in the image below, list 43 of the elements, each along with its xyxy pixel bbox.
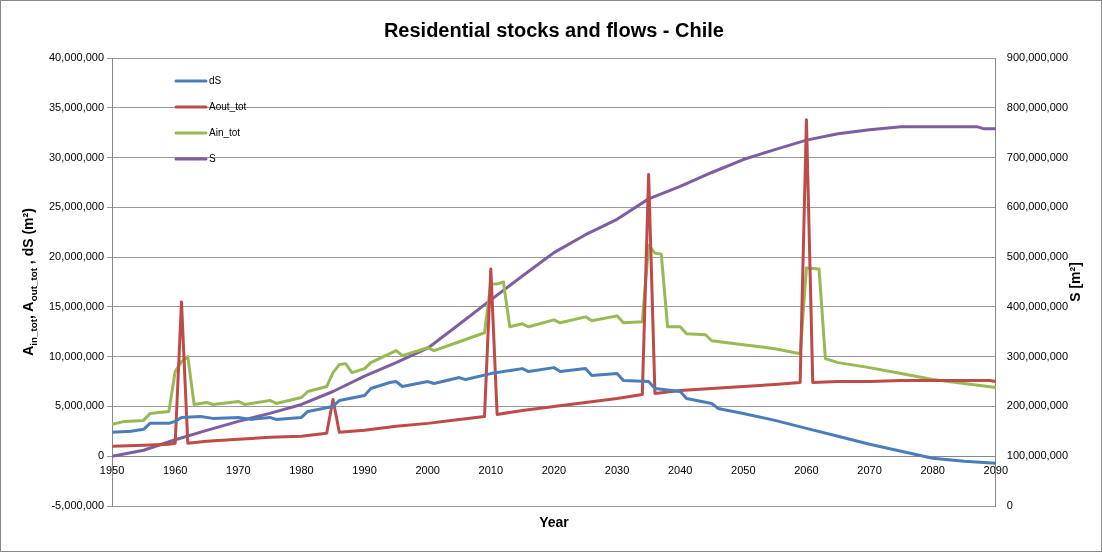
y2-tick-label: 500,000,000	[1006, 250, 1068, 263]
y2-axis-title: S [m²]	[1066, 262, 1083, 302]
x-tick-label: 2060	[794, 463, 819, 476]
y2-tick-label: 700,000,000	[1006, 150, 1068, 163]
y2-tick-label: 300,000,000	[1006, 349, 1068, 362]
y-tick-label: 0	[97, 449, 105, 462]
legend-label: dS	[209, 74, 222, 86]
y2-tick-label: 600,000,000	[1006, 200, 1068, 213]
x-tick-label: 2020	[541, 463, 567, 476]
x-axis-title: Year	[539, 513, 570, 530]
legend-label: S	[209, 152, 216, 164]
y-tick-label: 10,000,000	[48, 349, 105, 362]
y-tick-label: 15,000,000	[48, 299, 105, 312]
chart-title: Residential stocks and flows - Chile	[383, 18, 724, 41]
x-tick-label: 2030	[604, 463, 630, 476]
y-tick-label: 20,000,000	[48, 250, 105, 263]
y2-tick-label: 900,000,000	[1006, 51, 1068, 64]
y2-tick-label: 800,000,000	[1006, 100, 1068, 113]
x-tick-label: 1990	[352, 463, 377, 476]
x-tick-label: 2000	[415, 463, 440, 476]
x-tick-label: 2090	[983, 463, 1009, 476]
x-tick-label: 1960	[162, 463, 188, 476]
x-tick-label: 2040	[667, 463, 693, 476]
legend-label: Aout_tot	[209, 100, 247, 112]
y2-tick-label: 100,000,000	[1006, 449, 1068, 462]
y2-tick-label: 400,000,000	[1006, 299, 1068, 312]
x-tick-label: 1950	[99, 463, 125, 476]
y-tick-label: 25,000,000	[48, 200, 105, 213]
legend-label: Ain_tot	[209, 126, 241, 138]
y2-tick-label: 0	[1006, 499, 1013, 512]
x-tick-label: 2010	[478, 463, 504, 476]
x-tick-label: 2070	[857, 463, 882, 476]
y-axis-title: Ain_tot, Aout_tot , dS (m²)	[19, 208, 39, 356]
y-tick-label: -5,000,000	[51, 499, 105, 512]
y-tick-label: 30,000,000	[48, 150, 105, 163]
x-tick-label: 1970	[226, 463, 251, 476]
x-tick-label: 2050	[731, 463, 756, 476]
x-tick-label: 2080	[920, 463, 945, 476]
y-tick-label: 35,000,000	[48, 100, 105, 113]
x-tick-label: 1980	[289, 463, 314, 476]
y2-tick-label: 200,000,000	[1006, 399, 1068, 412]
y-tick-label: 5,000,000	[55, 399, 105, 412]
y-tick-label: 40,000,000	[48, 51, 105, 64]
